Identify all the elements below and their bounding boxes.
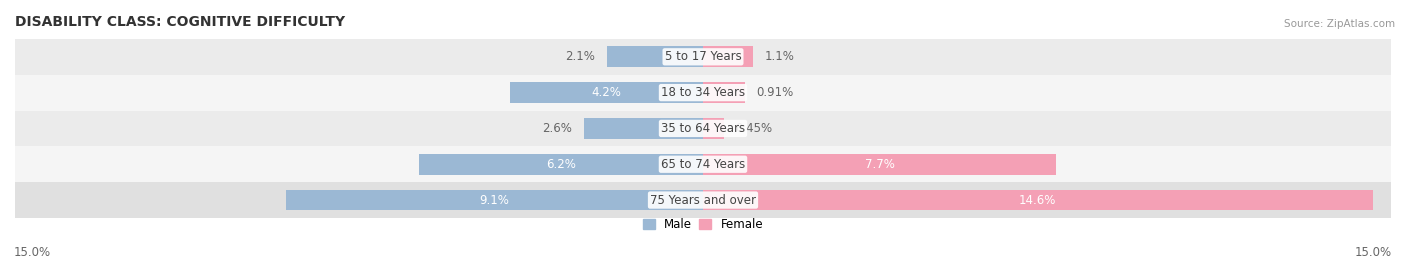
Text: 35 to 64 Years: 35 to 64 Years xyxy=(661,122,745,135)
Text: 14.6%: 14.6% xyxy=(1019,194,1056,207)
Bar xyxy=(703,154,1056,175)
Bar xyxy=(583,118,703,139)
Bar xyxy=(15,146,1391,182)
Bar xyxy=(15,182,1391,218)
Text: 0.91%: 0.91% xyxy=(756,86,793,99)
Text: 9.1%: 9.1% xyxy=(479,194,509,207)
Text: 15.0%: 15.0% xyxy=(1355,246,1392,259)
Text: Source: ZipAtlas.com: Source: ZipAtlas.com xyxy=(1284,19,1395,29)
Bar xyxy=(703,82,745,103)
Text: 2.1%: 2.1% xyxy=(565,50,595,63)
Text: 4.2%: 4.2% xyxy=(592,86,621,99)
Bar xyxy=(15,110,1391,146)
Bar xyxy=(15,75,1391,110)
Text: 18 to 34 Years: 18 to 34 Years xyxy=(661,86,745,99)
Text: 75 Years and over: 75 Years and over xyxy=(650,194,756,207)
Text: 7.7%: 7.7% xyxy=(865,158,894,171)
Bar xyxy=(285,190,703,210)
Legend: Male, Female: Male, Female xyxy=(638,213,768,236)
Text: 0.45%: 0.45% xyxy=(735,122,772,135)
Text: DISABILITY CLASS: COGNITIVE DIFFICULTY: DISABILITY CLASS: COGNITIVE DIFFICULTY xyxy=(15,15,344,29)
Bar xyxy=(703,118,724,139)
Text: 2.6%: 2.6% xyxy=(543,122,572,135)
Text: 6.2%: 6.2% xyxy=(546,158,575,171)
Bar xyxy=(703,46,754,67)
Bar xyxy=(703,190,1372,210)
Text: 15.0%: 15.0% xyxy=(14,246,51,259)
Text: 65 to 74 Years: 65 to 74 Years xyxy=(661,158,745,171)
Text: 1.1%: 1.1% xyxy=(765,50,794,63)
Bar xyxy=(510,82,703,103)
Text: 5 to 17 Years: 5 to 17 Years xyxy=(665,50,741,63)
Bar xyxy=(419,154,703,175)
Bar xyxy=(606,46,703,67)
Bar xyxy=(15,39,1391,75)
